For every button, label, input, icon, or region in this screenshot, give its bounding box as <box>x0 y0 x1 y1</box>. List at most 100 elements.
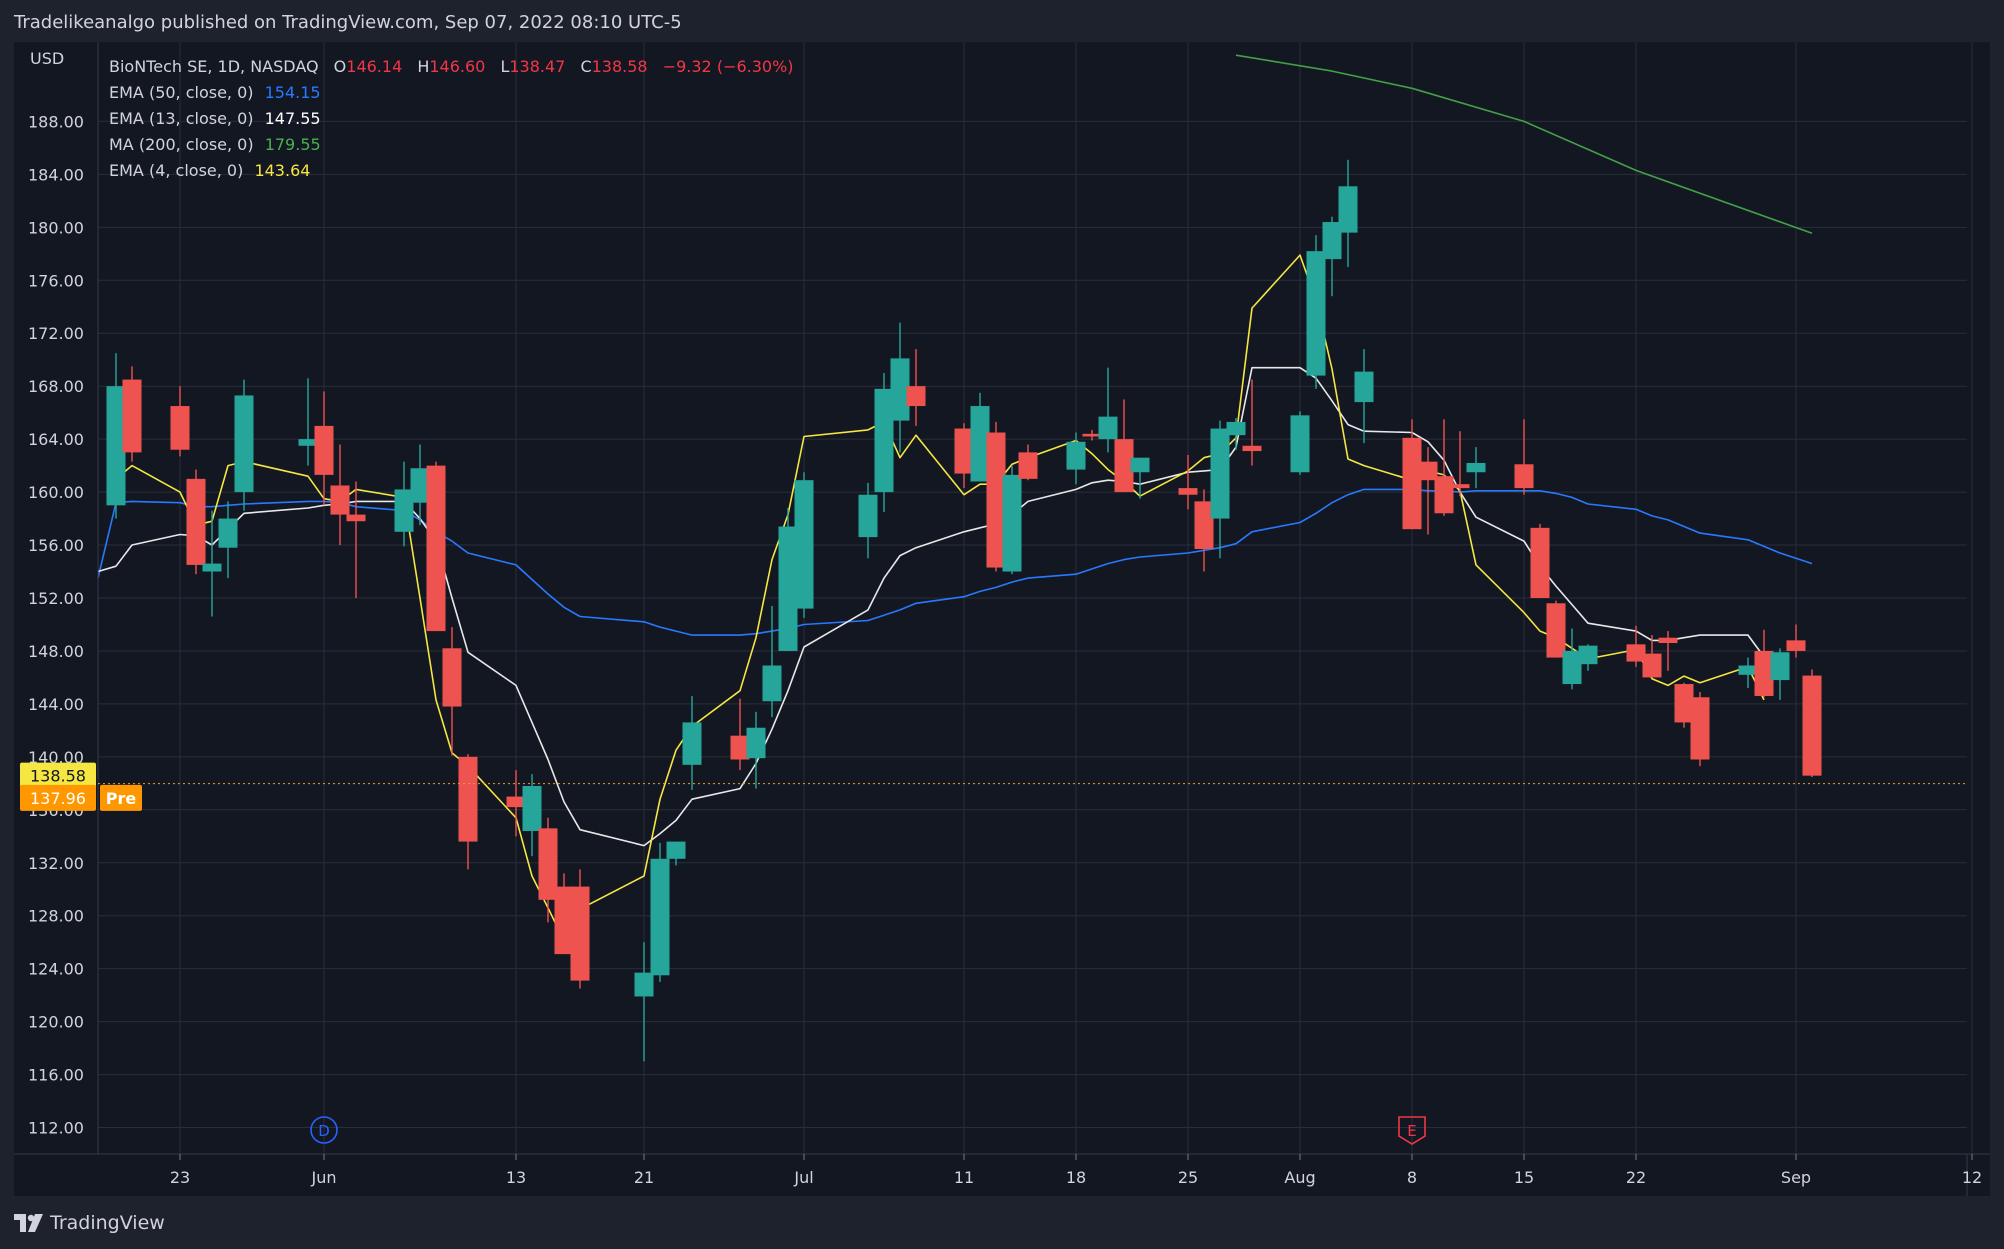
candle-body <box>298 439 318 446</box>
open-value: 146.14 <box>346 57 403 76</box>
candle-body <box>522 785 542 831</box>
candle-body <box>570 886 590 981</box>
candle-body <box>890 358 910 421</box>
legend-ma200[interactable]: MA (200, close, 0) 179.55 <box>109 132 794 158</box>
brand-name: TradingView <box>50 1212 165 1234</box>
premarket-tag-badge <box>100 784 142 811</box>
candles <box>106 159 1822 1062</box>
candle-body <box>1354 371 1374 403</box>
candle-body <box>330 485 350 515</box>
y-tick-label: 168.00 <box>28 377 84 396</box>
candle-body <box>1402 437 1422 530</box>
candle-body <box>122 379 142 453</box>
candle-body <box>218 518 238 548</box>
x-tick-label: 13 <box>506 1168 526 1187</box>
candle-body <box>1098 416 1118 440</box>
candle-body <box>202 563 222 572</box>
overlays: 138.58 137.96 Pre D E <box>20 762 1967 1145</box>
legend-ema13[interactable]: EMA (13, close, 0) 147.55 <box>109 106 794 132</box>
currency-label: USD <box>30 49 64 68</box>
y-tick-label: 188.00 <box>28 112 84 131</box>
event-marker-label: D <box>318 1122 330 1140</box>
candle-body <box>1754 650 1774 696</box>
y-tick-label: 172.00 <box>28 324 84 343</box>
candle-body <box>1514 464 1534 489</box>
legend-ema4[interactable]: EMA (4, close, 0) 143.64 <box>109 158 794 184</box>
y-tick-label: 156.00 <box>28 536 84 555</box>
candle-body <box>506 796 526 808</box>
chart-panel[interactable]: USD 188.00 184.00 180.00 176.00 172.00 168.00 1… <box>14 42 1990 1196</box>
y-tick-label: 180.00 <box>28 218 84 237</box>
price-chart[interactable]: USD 188.00 184.00 180.00 176.00 172.00 168.00 1… <box>14 42 1990 1196</box>
candle-body <box>1338 186 1358 233</box>
indicator-value: 154.15 <box>264 83 321 102</box>
y-tick-label: 152.00 <box>28 589 84 608</box>
y-tick-label: 184.00 <box>28 165 84 184</box>
x-tick-label: 8 <box>1407 1168 1417 1187</box>
candle-body <box>1002 474 1022 572</box>
last-price-badge <box>20 762 96 789</box>
candle-body <box>1066 441 1086 470</box>
indicator-name: EMA (4, close, 0) <box>109 161 244 180</box>
candle-body <box>1130 457 1150 473</box>
last-price-label: 138.58 <box>30 767 86 786</box>
x-tick-label: 12 <box>1962 1168 1982 1187</box>
candle-body <box>650 858 670 976</box>
x-tick-label: 21 <box>634 1168 654 1187</box>
premarket-price-label: 137.96 <box>30 789 86 808</box>
y-tick-label: 140.00 <box>28 748 84 767</box>
candle-body <box>730 735 750 760</box>
x-tick-label: Sep <box>1781 1168 1811 1187</box>
candle-body <box>1242 445 1262 452</box>
candle-body <box>186 478 206 565</box>
earnings-icon <box>1398 1116 1426 1145</box>
candle-body <box>874 388 894 493</box>
candle-body <box>954 428 974 474</box>
candle-body <box>1786 640 1806 651</box>
candle-body <box>1418 461 1438 481</box>
candle-body <box>1690 697 1710 760</box>
candle-body <box>1642 653 1662 678</box>
candle-body <box>458 756 478 842</box>
premarket-price-badge <box>20 784 96 811</box>
y-tick-label: 132.00 <box>28 854 84 873</box>
candle-body <box>234 395 254 493</box>
indicator-value: 143.64 <box>254 161 311 180</box>
indicator-value: 179.55 <box>264 135 321 154</box>
candle-body <box>1114 439 1134 493</box>
dividend-icon <box>310 1116 338 1144</box>
indicator-name: MA (200, close, 0) <box>109 135 254 154</box>
x-tick-label: 23 <box>170 1168 190 1187</box>
candle-body <box>1578 645 1598 665</box>
candle-body <box>858 494 878 538</box>
candle-body <box>170 406 190 450</box>
candle-body <box>1562 650 1582 685</box>
grid <box>98 42 1973 1154</box>
candle-body <box>1466 462 1486 473</box>
candle-body <box>1226 421 1246 436</box>
close-label: C <box>580 57 592 76</box>
indicator-name: EMA (50, close, 0) <box>109 83 254 102</box>
candle-body <box>778 526 798 651</box>
premarket-tag: Pre <box>106 789 137 808</box>
indicator-name: EMA (13, close, 0) <box>109 109 254 128</box>
candle-body <box>554 886 574 955</box>
candle-body <box>106 386 126 506</box>
event-marker-label: E <box>1407 1122 1416 1140</box>
candle-body <box>394 489 414 532</box>
indicator-value: 147.55 <box>264 109 321 128</box>
candle-body <box>1194 501 1214 550</box>
footer-brand[interactable]: TradingView <box>14 1208 165 1238</box>
ma200-line <box>1235 54 1813 235</box>
candle-body <box>906 386 926 407</box>
x-tick-label: 22 <box>1626 1168 1646 1187</box>
legend-symbol-row: BioNTech SE, 1D, NASDAQ O146.14 H146.60 … <box>109 54 794 80</box>
x-tick-label: 25 <box>1178 1168 1198 1187</box>
candle-body <box>442 648 462 707</box>
candle-body <box>1546 603 1566 658</box>
candle-body <box>794 480 814 609</box>
candle-body <box>1802 675 1822 776</box>
legend-ema50[interactable]: EMA (50, close, 0) 154.15 <box>109 80 794 106</box>
symbol-name: BioNTech SE, 1D, NASDAQ <box>109 57 319 76</box>
x-tick-label: Jun <box>311 1168 337 1187</box>
